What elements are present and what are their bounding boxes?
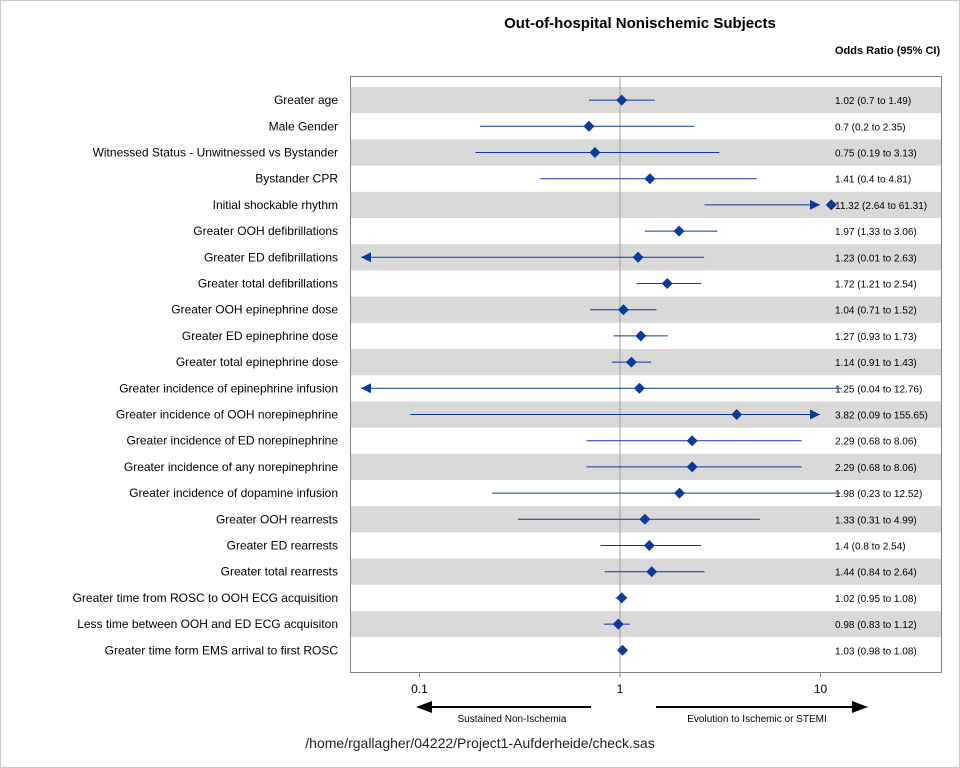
row-label: Greater total defibrillations (198, 277, 338, 291)
odds-ratio-text: 1.4 (0.8 to 2.54) (835, 542, 906, 553)
odds-ratio-text: 2.29 (0.68 to 8.06) (835, 463, 917, 474)
ci-arrow-left (361, 383, 371, 394)
odds-ratio-text: 1.25 (0.04 to 12.76) (835, 384, 922, 395)
row-label: Greater OOH epinephrine dose (171, 303, 338, 317)
odds-ratio-text: 1.04 (0.71 to 1.52) (835, 306, 917, 317)
odds-ratio-marker (612, 618, 624, 630)
x-tick-label: 10 (814, 682, 828, 696)
program-path: /home/rgallagher/04222/Project1-Aufderhe… (305, 735, 655, 751)
direction-annotations: Sustained Non-Ischemia Evolution to Ische… (416, 701, 868, 725)
odds-ratio-marker (643, 540, 655, 551)
odds-ratio-marker (686, 435, 698, 447)
odds-ratio-marker (825, 199, 837, 211)
odds-ratio-marker (625, 356, 637, 368)
odds-ratio-text: 1.14 (0.91 to 1.43) (835, 358, 917, 369)
odds-ratio-marker (673, 225, 685, 237)
row-band (351, 191, 941, 218)
row-label: Less time between OOH and ED ECG acquisi… (77, 617, 338, 631)
odds-ratio-marker (661, 278, 673, 289)
row-label: Greater OOH rearrests (216, 512, 338, 526)
odds-ratio-text: 1.41 (0.4 to 4.81) (835, 175, 911, 186)
x-axis: 0.1 1 10 (411, 672, 827, 696)
odds-ratio-marker (616, 94, 628, 106)
odds-ratio-text: 1.44 (0.84 to 2.64) (835, 568, 917, 579)
odds-ratio-marker (617, 304, 629, 316)
row-label: Greater ED defibrillations (204, 250, 338, 264)
right-direction-arrowhead (852, 701, 868, 713)
row-label: Greater incidence of epinephrine infusio… (119, 381, 338, 395)
row-label: Greater time from ROSC to OOH ECG acquis… (73, 591, 338, 605)
ci-arrow-right (810, 199, 820, 210)
point-estimates (583, 94, 837, 656)
odds-ratio-text: 1.72 (1.21 to 2.54) (835, 280, 917, 291)
row-bands (351, 87, 941, 638)
odds-ratio-text: 1.03 (0.98 to 1.08) (835, 646, 917, 657)
chart-title: Out-of-hospital Nonischemic Subjects (504, 15, 776, 32)
left-direction-arrowhead (416, 701, 432, 713)
odds-ratio-text: 1.02 (0.7 to 1.49) (835, 96, 911, 107)
x-tick-label: 0.1 (411, 682, 428, 696)
row-label: Male Gender (269, 119, 338, 133)
right-direction-label: Evolution to Ischemic or STEMI (687, 714, 827, 725)
odds-ratio-text: 0.75 (0.19 to 3.13) (835, 149, 917, 160)
odds-ratio-marker (589, 147, 601, 158)
odds-ratio-marker (644, 173, 656, 185)
ci-arrow-right (810, 409, 820, 420)
odds-ratio-marker (635, 330, 647, 342)
odds-ratio-text: 1.02 (0.95 to 1.08) (835, 594, 917, 605)
odds-ratio-text: 1.27 (0.93 to 1.73) (835, 332, 917, 343)
odds-ratio-marker (583, 120, 595, 132)
odds-ratio-text: 3.82 (0.09 to 155.65) (835, 411, 928, 422)
row-label: Greater ED epinephrine dose (182, 329, 338, 343)
odds-ratio-marker (686, 461, 698, 473)
row-label: Greater incidence of dopamine infusion (129, 486, 338, 500)
odds-ratio-text: 11.32 (2.64 to 61.31) (835, 201, 927, 212)
odds-ratio-text: 2.29 (0.68 to 8.06) (835, 437, 917, 448)
row-label: Initial shockable rhythm (213, 198, 338, 212)
row-label: Greater total rearrests (221, 565, 338, 579)
odds-ratio-marker (731, 409, 743, 420)
odds-ratio-marker (639, 513, 651, 525)
odds-ratio-text: 1.98 (0.23 to 12.52) (835, 489, 922, 500)
row-label: Greater incidence of OOH norepinephrine (116, 408, 338, 422)
odds-ratio-text: 0.98 (0.83 to 1.12) (835, 620, 917, 631)
odds-ratio-text: 1.97 (1.33 to 3.06) (835, 227, 917, 238)
row-labels: Greater age Male Gender Witnessed Status -… (73, 93, 339, 657)
odds-ratio-marker (616, 592, 628, 604)
row-label: Greater age (274, 93, 338, 107)
row-label: Witnessed Status - Unwitnessed vs Bystan… (93, 146, 338, 160)
ci-arrow-left (361, 252, 371, 263)
left-direction-label: Sustained Non-Ischemia (458, 714, 567, 725)
odds-ratio-marker (673, 487, 685, 499)
x-tick-label: 1 (617, 682, 624, 696)
row-label: Bystander CPR (255, 172, 338, 186)
row-label: Greater time form EMS arrival to first R… (105, 643, 339, 657)
plot-area-border (350, 76, 942, 673)
odds-ratio-texts: 1.02 (0.7 to 1.49) 0.7 (0.2 to 2.35) 0.75 … (835, 96, 928, 657)
row-label: Greater incidence of ED norepinephrine (127, 434, 339, 448)
odds-ratio-marker (633, 382, 645, 394)
row-label: Greater total epinephrine dose (176, 355, 338, 369)
odds-ratio-text: 1.23 (0.01 to 2.63) (835, 253, 917, 264)
odds-ratio-marker (646, 566, 658, 578)
row-label: Greater ED rearrests (227, 539, 338, 553)
odds-ratio-marker (617, 644, 629, 656)
odds-ratio-marker (632, 251, 644, 263)
row-band (351, 611, 941, 638)
odds-ratio-column-header: Odds Ratio (95% CI) (835, 45, 941, 57)
row-label: Greater OOH defibrillations (193, 224, 338, 238)
odds-ratio-text: 1.33 (0.31 to 4.99) (835, 515, 917, 526)
odds-ratio-text: 0.7 (0.2 to 2.35) (835, 122, 906, 133)
row-label: Greater incidence of any norepinephrine (124, 460, 338, 474)
